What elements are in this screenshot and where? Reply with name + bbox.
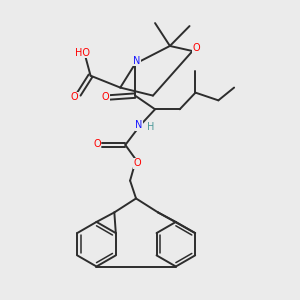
Text: N: N	[135, 120, 142, 130]
Text: O: O	[192, 43, 200, 53]
Text: O: O	[134, 158, 141, 168]
Text: O: O	[93, 139, 101, 149]
Text: H: H	[147, 122, 154, 132]
Text: N: N	[133, 56, 140, 66]
Text: O: O	[102, 92, 109, 102]
Text: HO: HO	[75, 47, 90, 58]
Text: O: O	[70, 92, 78, 102]
